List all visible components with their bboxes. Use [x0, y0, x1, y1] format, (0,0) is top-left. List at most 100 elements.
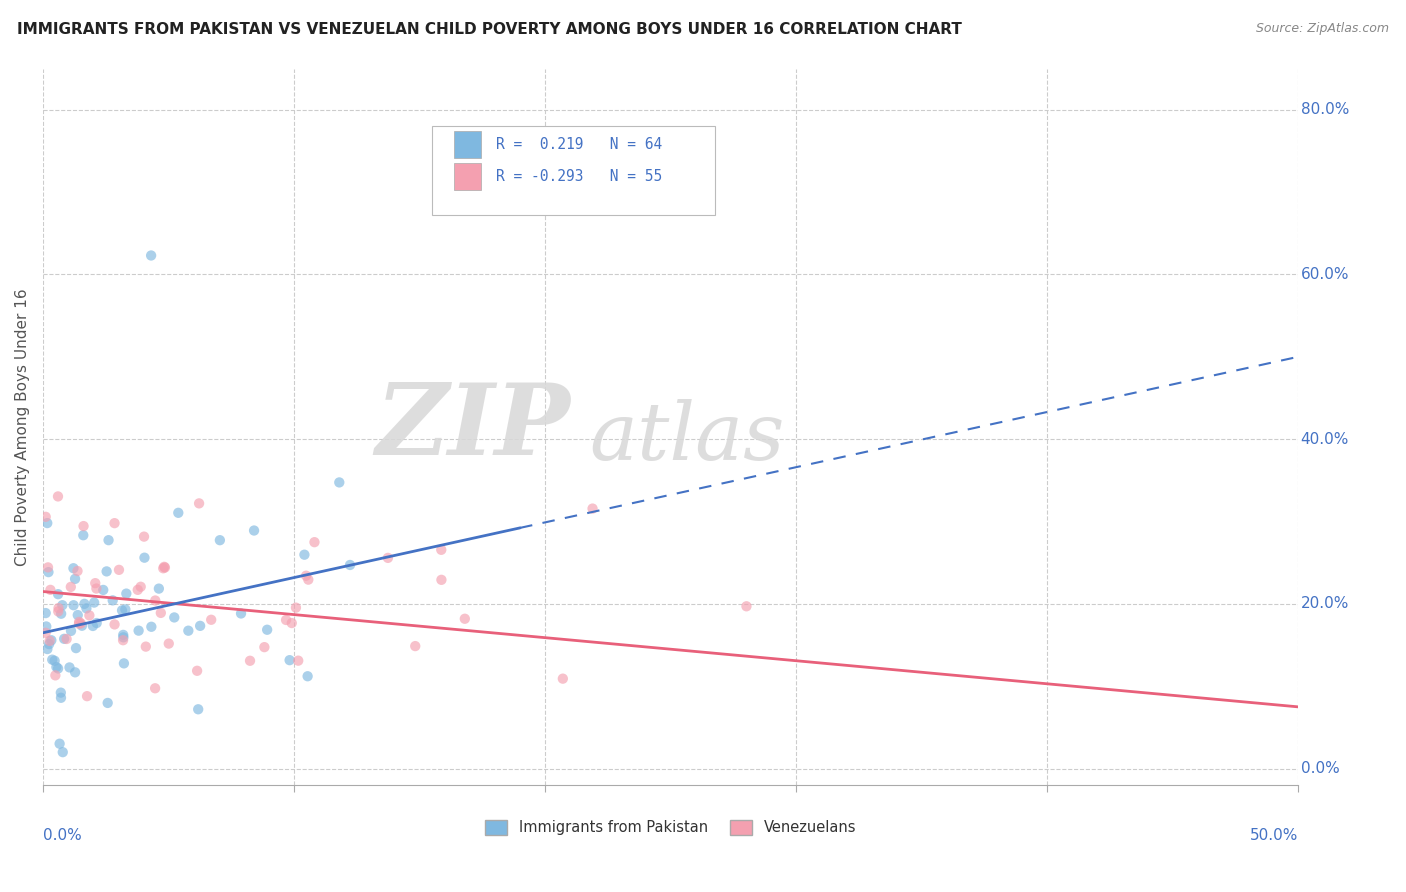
Point [70, 616, 93, 631]
Point [153, 559, 176, 574]
Point [294, 548, 316, 562]
Point [115, 586, 138, 600]
Point [97, 696, 120, 710]
Point [46, 587, 69, 601]
Point [37, 565, 59, 579]
Point [38, 637, 60, 651]
Point [274, 613, 297, 627]
Point [134, 550, 156, 565]
Point [167, 506, 190, 520]
Point [132, 530, 155, 544]
Point [67, 616, 90, 631]
Point [430, 573, 453, 587]
Point [103, 617, 125, 632]
Point [66, 608, 89, 623]
FancyBboxPatch shape [432, 126, 714, 216]
Point [60, 624, 83, 638]
Point [48, 737, 70, 751]
Point [430, 542, 453, 557]
Text: Source: ZipAtlas.com: Source: ZipAtlas.com [1256, 22, 1389, 36]
Text: 50.0%: 50.0% [1250, 828, 1298, 843]
Point [86, 615, 108, 630]
Point [129, 580, 152, 594]
Point [53, 632, 76, 646]
Point [72, 519, 94, 533]
Point [404, 639, 426, 653]
Point [44, 654, 66, 668]
Point [141, 620, 163, 634]
Point [281, 615, 304, 630]
Point [295, 568, 318, 582]
Point [153, 560, 176, 574]
Point [82, 619, 104, 633]
Point [35, 625, 58, 640]
Point [41, 633, 63, 648]
Point [46, 490, 69, 504]
Point [45, 660, 67, 674]
Point [253, 640, 276, 654]
Point [278, 653, 301, 667]
Point [35, 606, 58, 620]
Point [58, 660, 80, 674]
Point [581, 501, 603, 516]
Point [208, 533, 231, 548]
Point [51, 598, 73, 612]
Point [73, 597, 96, 611]
Point [62, 561, 84, 575]
Point [377, 550, 399, 565]
Point [454, 612, 477, 626]
Point [48, 601, 70, 615]
Text: 0.0%: 0.0% [44, 828, 82, 843]
Point [135, 640, 157, 654]
Point [55, 632, 77, 646]
Text: 0.0%: 0.0% [1301, 761, 1340, 776]
Point [49, 686, 72, 700]
Point [84, 576, 107, 591]
Point [39, 582, 62, 597]
Point [304, 535, 326, 549]
FancyBboxPatch shape [454, 131, 481, 158]
Text: 40.0%: 40.0% [1301, 432, 1348, 447]
Point [287, 654, 309, 668]
Text: ZIP: ZIP [375, 378, 571, 475]
Text: IMMIGRANTS FROM PAKISTAN VS VENEZUELAN CHILD POVERTY AMONG BOYS UNDER 16 CORRELA: IMMIGRANTS FROM PAKISTAN VS VENEZUELAN C… [17, 22, 962, 37]
Point [103, 516, 125, 530]
Point [101, 593, 124, 607]
Point [67, 615, 90, 629]
Point [112, 633, 135, 648]
Point [62, 598, 84, 612]
Legend: Immigrants from Pakistan, Venezuelans: Immigrants from Pakistan, Venezuelans [478, 813, 863, 842]
Point [127, 582, 149, 597]
Point [35, 619, 58, 633]
Point [114, 602, 136, 616]
Point [72, 528, 94, 542]
Point [59, 580, 82, 594]
Point [108, 563, 131, 577]
Point [96, 565, 118, 579]
Point [735, 599, 758, 614]
Point [44, 668, 66, 682]
Point [49, 690, 72, 705]
Text: R =  0.219   N = 64: R = 0.219 N = 64 [496, 137, 662, 152]
Point [143, 681, 166, 696]
Point [188, 496, 211, 510]
Point [551, 672, 574, 686]
Point [41, 653, 63, 667]
Point [63, 665, 86, 680]
Point [83, 596, 105, 610]
Text: 20.0%: 20.0% [1301, 597, 1348, 611]
Point [200, 613, 222, 627]
Point [70, 618, 93, 632]
Point [187, 702, 209, 716]
Point [37, 642, 59, 657]
Point [52, 745, 75, 759]
Point [76, 689, 98, 703]
Point [46, 604, 69, 618]
Point [97, 533, 120, 548]
Point [37, 560, 59, 574]
Point [63, 572, 86, 586]
Point [297, 669, 319, 683]
Point [186, 664, 208, 678]
Point [49, 607, 72, 621]
Point [177, 624, 200, 638]
